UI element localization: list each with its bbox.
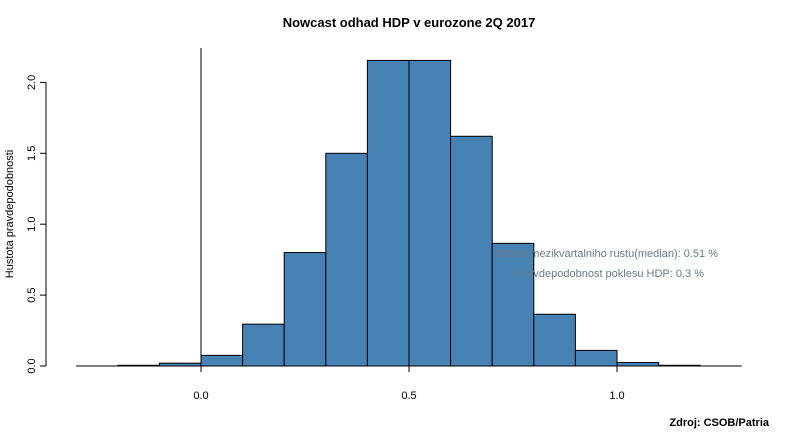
source-label: Zdroj: CSOB/Patria bbox=[669, 417, 770, 429]
histogram-bar bbox=[533, 313, 576, 367]
y-axis: 0.0 0.5 1.0 1.5 2.0 bbox=[26, 75, 47, 374]
histogram-bar bbox=[491, 242, 535, 367]
y-tick-label: 0.5 bbox=[26, 287, 38, 302]
y-tick-label: 1.5 bbox=[26, 146, 38, 161]
y-tick-label: 0.0 bbox=[26, 358, 38, 373]
annotation-decline-probability: Pravdepodobnost poklesu HDP: 0.3 % bbox=[516, 268, 704, 280]
histogram-bar bbox=[242, 323, 285, 367]
y-axis-label: Hustota pravdepodobnosti bbox=[4, 150, 16, 278]
histogram-bar bbox=[450, 135, 493, 367]
histogram-bar bbox=[408, 59, 452, 367]
annotation-median: Odhad mezikvartalniho rustu(median): 0.5… bbox=[494, 248, 718, 260]
y-tick-label: 2.0 bbox=[26, 75, 38, 90]
y-tick-label: 1.0 bbox=[26, 217, 38, 232]
histogram-bar bbox=[574, 349, 618, 367]
histogram-bar bbox=[366, 59, 410, 367]
histogram-bar bbox=[283, 252, 327, 367]
histogram-bars bbox=[117, 59, 701, 367]
histogram-bar bbox=[325, 152, 368, 367]
x-axis: 0.0 0.5 1.0 bbox=[76, 365, 742, 402]
x-tick-label: 1.0 bbox=[609, 390, 624, 402]
chart-title: Nowcast odhad HDP v eurozone 2Q 2017 bbox=[283, 15, 536, 30]
x-tick-label: 0.0 bbox=[193, 390, 208, 402]
histogram-bar bbox=[616, 361, 660, 367]
x-tick-label: 0.5 bbox=[401, 390, 416, 402]
histogram-bar bbox=[200, 354, 244, 367]
